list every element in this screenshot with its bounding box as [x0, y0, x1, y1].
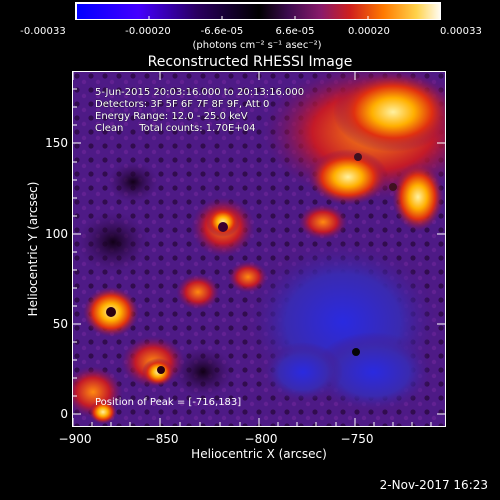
rhessi-image-canvas: [73, 72, 445, 426]
y-axis-label: Heliocentric Y (arcsec): [26, 181, 40, 317]
colorbar-tick-label: 0.00033: [439, 26, 483, 37]
x-tick-label: −800: [244, 432, 278, 446]
colorbar-tick-label: 0.00020: [347, 26, 391, 37]
x-tick-label: −900: [58, 432, 92, 446]
y-tick-label: 0: [60, 407, 68, 421]
rhessi-image: [73, 72, 445, 426]
colorbar-tick-label: 6.6e-05: [275, 26, 315, 37]
y-tick-label: 50: [52, 317, 68, 331]
colorbar-gradient: [75, 2, 441, 20]
y-tick-label: 150: [45, 136, 68, 150]
time-range-label: 5-Jun-2015 20:03:16.000 to 20:13:16.000: [95, 87, 305, 98]
x-tick-label: −850: [145, 432, 179, 446]
colorbar-tick-label: -0.00033: [20, 26, 66, 37]
colorbar-tick-label: -0.00020: [125, 26, 171, 37]
colorbar-units: (photons cm⁻² s⁻¹ asec⁻²): [192, 40, 322, 51]
colorbar: [75, 2, 441, 20]
x-tick-label: −750: [340, 432, 374, 446]
peak-position-label: Position of Peak = [-716,183]: [95, 397, 242, 408]
x-axis-label: Heliocentric X (arcsec): [191, 447, 327, 461]
energy-range-label: Energy Range: 12.0 - 25.0 keV: [95, 111, 248, 122]
clean-counts-label: Clean Total counts: 1.70E+04: [95, 123, 256, 134]
colorbar-tick-label: -6.6e-05: [200, 26, 244, 37]
detectors-label: Detectors: 3F 5F 6F 7F 8F 9F, Att 0: [95, 99, 270, 110]
plot-title: Reconstructed RHESSI Image: [147, 54, 353, 70]
y-tick-label: 100: [45, 227, 68, 241]
footer-date: 2-Nov-2017 16:23: [379, 478, 488, 492]
